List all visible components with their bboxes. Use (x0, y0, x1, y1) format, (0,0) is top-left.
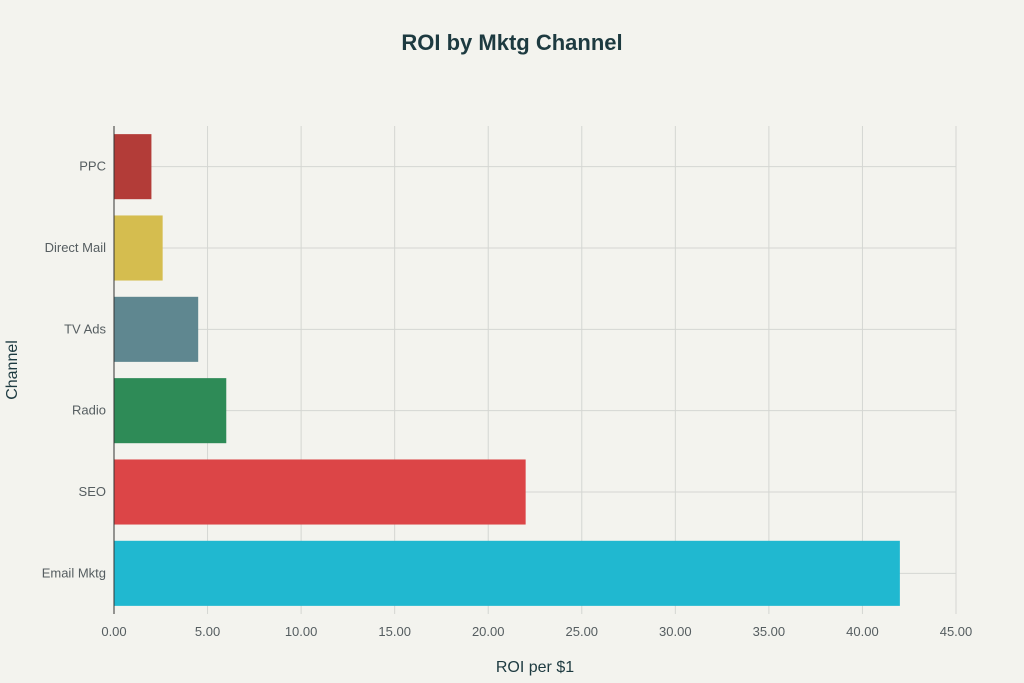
y-tick-label: Direct Mail (45, 240, 107, 255)
x-tick-label: 15.00 (378, 624, 411, 639)
bars (114, 134, 900, 606)
bar-email-mktg (114, 540, 900, 606)
y-axis-title: Channel (4, 340, 21, 400)
x-tick-label: 45.00 (940, 624, 973, 639)
y-tick-label: PPC (79, 159, 106, 174)
bar-direct-mail (114, 215, 163, 281)
x-tick-label: 20.00 (472, 624, 505, 639)
y-tick-labels: PPC Direct Mail TV Ads Radio SEO Email Mktg (42, 159, 107, 581)
x-tick-label: 10.00 (285, 624, 318, 639)
x-axis-title: ROI per $1 (496, 659, 574, 676)
y-tick-label: Email Mktg (42, 565, 106, 580)
bar-seo (114, 459, 526, 525)
x-tick-label: 5.00 (195, 624, 220, 639)
x-tick-label: 25.00 (566, 624, 599, 639)
grid-lines (114, 126, 957, 614)
x-tick-labels: 0.00 5.00 10.00 15.00 20.00 25.00 30.00 35.00 40… (101, 624, 972, 639)
bar-tv-ads (114, 296, 199, 362)
y-tick-label: Radio (72, 403, 106, 418)
x-tick-label: 30.00 (659, 624, 692, 639)
y-tick-label: TV Ads (64, 321, 106, 336)
x-tick-label: 0.00 (101, 624, 126, 639)
bar-ppc (114, 134, 152, 200)
y-tick-label: SEO (79, 484, 106, 499)
bar-radio (114, 378, 227, 444)
chart-title: ROI by Mktg Channel (401, 30, 622, 55)
x-tick-label: 40.00 (846, 624, 879, 639)
x-tick-label: 35.00 (753, 624, 786, 639)
